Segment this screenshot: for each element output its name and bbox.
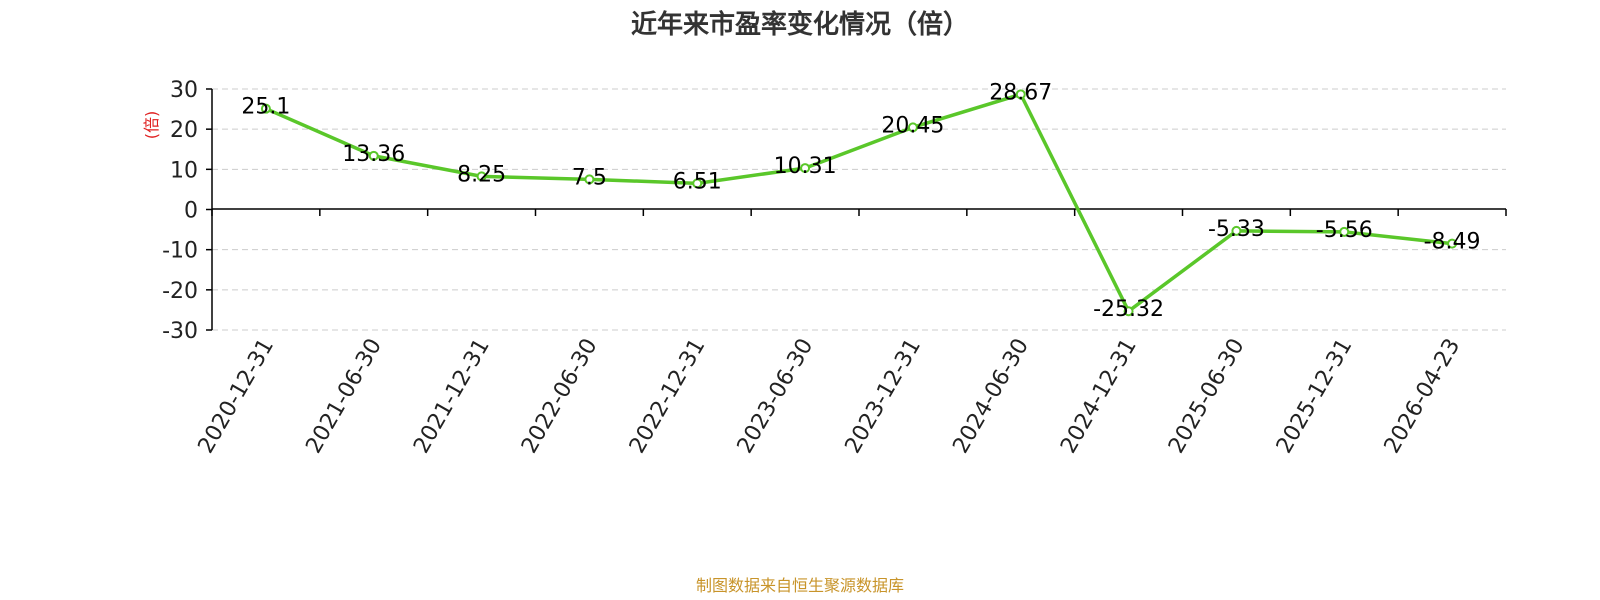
x-tick-label: 2021-06-30 — [301, 335, 387, 458]
axes — [206, 88, 1507, 331]
data-label: 28.67 — [989, 80, 1052, 105]
x-tick-label: 2025-12-31 — [1272, 335, 1358, 458]
series-line — [265, 92, 1453, 313]
x-tick-labels: 2020-12-31 2021-06-30 2021-12-31 2022-06-30… — [194, 335, 1466, 458]
data-point — [800, 163, 811, 174]
data-point — [1339, 226, 1350, 237]
data-label: 20.45 — [881, 113, 944, 138]
y-tick-labels: 30 20 10 0 -10 -20 -30 — [162, 78, 198, 344]
source-note: 制图数据来自恒生聚源数据库 — [696, 576, 904, 595]
x-tick-label: 2023-06-30 — [733, 335, 819, 458]
x-tick-label: 2026-04-23 — [1380, 335, 1466, 458]
y-tick-label: 10 — [170, 158, 198, 183]
data-points — [260, 89, 1458, 317]
x-tick-label: 2020-12-31 — [194, 335, 280, 458]
data-label: 7.5 — [572, 165, 607, 190]
data-point — [1015, 89, 1026, 100]
data-point — [584, 174, 595, 185]
y-tick-label: -30 — [162, 319, 198, 344]
data-point — [907, 122, 918, 133]
x-tick-label: 2025-06-30 — [1164, 335, 1250, 458]
data-label: 6.51 — [673, 169, 722, 194]
x-tick-label: 2022-06-30 — [517, 335, 603, 458]
data-label: -8.49 — [1424, 230, 1481, 255]
data-label: -25.32 — [1093, 297, 1164, 322]
y-tick-label: -10 — [162, 239, 198, 264]
data-label: 25.1 — [241, 95, 290, 120]
x-tick-label: 2023-12-31 — [841, 335, 927, 458]
chart-title: 近年来市盈率变化情况（倍） — [631, 9, 969, 40]
y-tick-label: 30 — [170, 78, 198, 103]
x-tick-label: 2024-12-31 — [1056, 335, 1142, 458]
x-tick-label: 2021-12-31 — [409, 335, 495, 458]
data-point — [1231, 225, 1242, 236]
data-labels: 25.1 13.36 8.25 7.5 6.51 10.31 20.45 28.67 -25.3… — [241, 80, 1480, 322]
data-point — [368, 150, 379, 161]
series-path — [265, 92, 1453, 313]
data-label: -5.56 — [1316, 218, 1373, 243]
y-tick-label: 0 — [184, 199, 198, 224]
data-point — [1123, 306, 1134, 317]
data-label: 8.25 — [457, 162, 506, 187]
x-tick-label: 2022-12-31 — [625, 335, 711, 458]
data-point — [692, 178, 703, 189]
data-label: -5.33 — [1208, 217, 1265, 242]
grid-lines — [212, 88, 1506, 331]
data-point — [260, 103, 271, 114]
y-tick-label: 20 — [170, 118, 198, 143]
x-tick-label: 2024-06-30 — [948, 335, 1034, 458]
data-label: 13.36 — [342, 142, 405, 167]
data-label: 10.31 — [774, 154, 837, 179]
y-tick-label: -20 — [162, 279, 198, 304]
data-point — [476, 171, 487, 182]
data-point — [1447, 238, 1458, 249]
y-axis-label: (倍) — [142, 111, 161, 140]
